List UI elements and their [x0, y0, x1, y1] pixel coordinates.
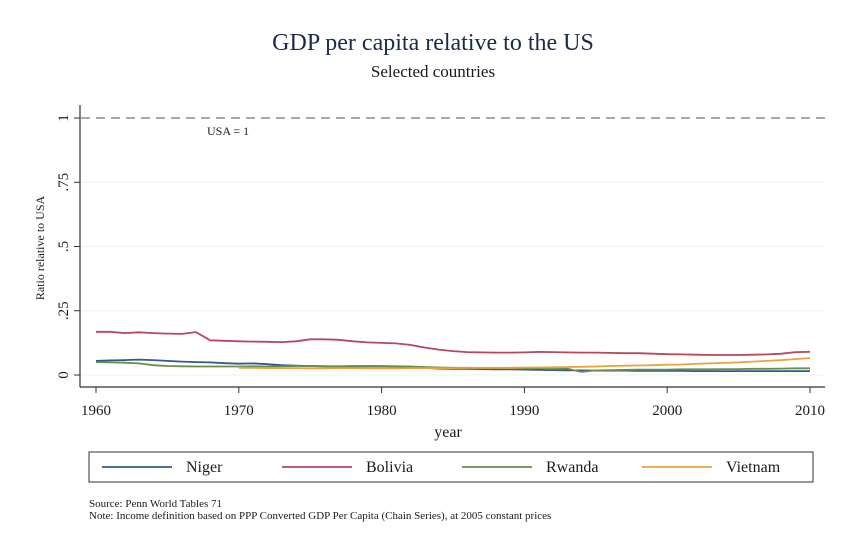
definition-note: Note: Income definition based on PPP Con… [89, 510, 551, 522]
y-tick-label: .75 [56, 173, 72, 192]
reference-line-label: USA = 1 [207, 124, 249, 138]
reference-line-group: USA = 1 [81, 117, 825, 138]
x-tick-label: 1980 [367, 403, 397, 419]
x-axis-label: year [434, 424, 462, 441]
x-tick-label: 2010 [795, 403, 825, 419]
x-tick-label: 1970 [224, 403, 254, 419]
gridlines [81, 181, 825, 376]
legend-label-bolivia: Bolivia [366, 459, 413, 476]
legend: Niger Bolivia Rwanda Vietnam [88, 451, 814, 483]
legend-label-niger: Niger [186, 459, 223, 476]
y-tick-label: 0 [56, 371, 72, 379]
chart-title: GDP per capita relative to the US [272, 30, 594, 56]
source-note: Source: Penn World Tables 71 [89, 498, 222, 510]
series-line-vietnam [238, 357, 811, 370]
x-tick-label: 1990 [509, 403, 539, 419]
y-tick-label: 1 [56, 114, 72, 122]
y-axis-label: Ratio relative to USA [33, 196, 47, 301]
y-tick-label: .5 [56, 241, 72, 252]
axes [74, 105, 825, 393]
x-tick-label: 2000 [652, 403, 682, 419]
legend-label-rwanda: Rwanda [546, 459, 598, 476]
series-line-bolivia [96, 330, 811, 356]
series-group [95, 330, 811, 373]
y-tick-label: .25 [56, 301, 72, 320]
x-tick-label: 1960 [81, 403, 111, 419]
chart-subtitle: Selected countries [371, 62, 495, 81]
legend-label-vietnam: Vietnam [726, 459, 781, 476]
tick-labels: 0 .25 .5 .75 1 1960 1970 1980 1990 2000 2010 [56, 114, 825, 419]
